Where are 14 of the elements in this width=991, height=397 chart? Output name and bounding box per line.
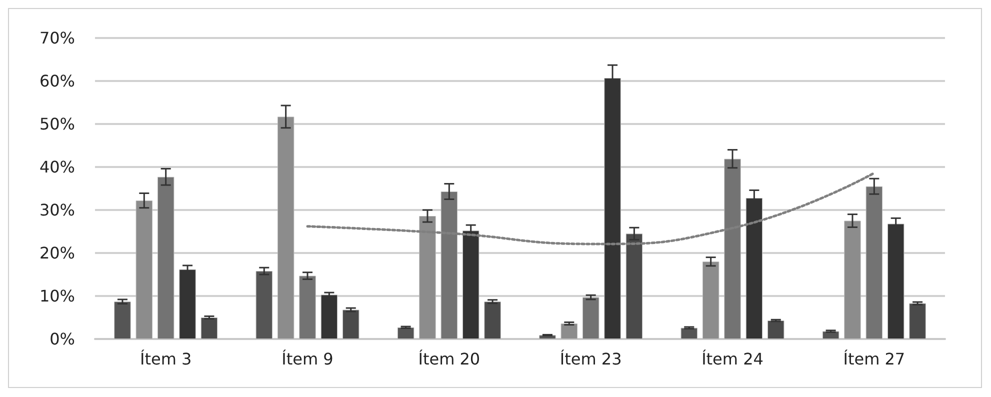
y-tick-label: 0% [50,330,75,348]
y-tick-label: 20% [39,244,75,262]
x-tick-label: Ítem 20 [418,350,480,368]
y-tick-label: 60% [39,72,75,90]
y-tick-label: 30% [39,200,75,220]
x-tick-label: Ítem 24 [702,350,764,368]
y-tick-label: 10% [39,286,75,306]
x-tick-label: Ítem 9 [282,350,334,368]
y-tick-label: 40% [39,158,75,176]
x-tick-label: Ítem 23 [560,350,622,368]
y-tick-label: 50% [39,114,75,134]
x-tick-label: Ítem 3 [140,350,192,368]
y-tick-label: 70% [39,28,75,48]
x-tick-label: Ítem 27 [843,350,906,368]
